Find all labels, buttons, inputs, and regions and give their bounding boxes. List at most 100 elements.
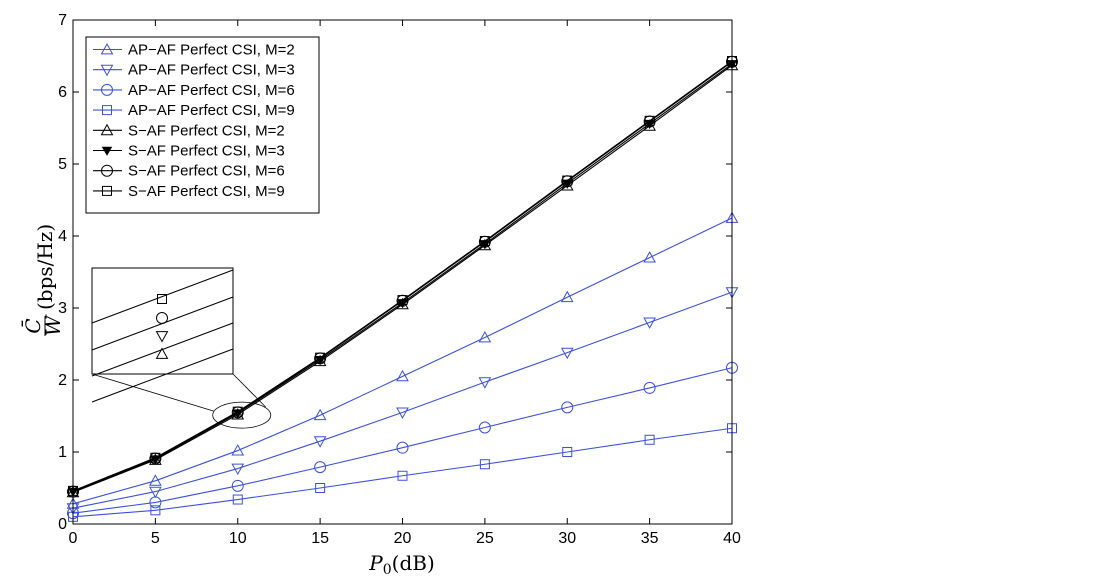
x-tick-label: 0: [69, 530, 78, 547]
legend-entry: S−AF Perfect CSI, M=3: [93, 143, 285, 160]
x-axis-label-main: P: [368, 551, 383, 575]
x-tick-label: 40: [723, 530, 741, 547]
y-tick-label: 4: [58, 228, 67, 245]
data-point: [478, 377, 492, 389]
data-point: [397, 470, 408, 481]
legend-label: S−AF Perfect CSI, M=6: [128, 163, 285, 180]
data-point: [150, 505, 161, 516]
series-line: [72, 291, 733, 509]
data-point: [643, 381, 656, 394]
legend-label: S−AF Perfect CSI, M=2: [128, 122, 285, 139]
legend-entry: S−AF Perfect CSI, M=9: [93, 183, 285, 200]
y-tick-label: 2: [58, 372, 67, 389]
data-point: [479, 459, 490, 470]
x-axis-label: P0(dB): [368, 551, 435, 578]
data-point: [232, 406, 243, 417]
legend-label: AP−AF Perfect CSI, M=9: [128, 102, 295, 119]
y-tick-label: 3: [58, 300, 67, 317]
x-axis-label-unit: (dB): [392, 551, 435, 575]
data-point: [396, 369, 409, 382]
zoom-ellipse: [212, 401, 272, 429]
y-tick-label: 7: [58, 12, 67, 29]
data-point: [149, 474, 162, 486]
zoom-inset: [91, 267, 234, 403]
legend-entry: S−AF Perfect CSI, M=6: [93, 163, 285, 180]
data-point: [396, 297, 409, 310]
x-tick-label: 30: [558, 530, 576, 547]
data-point: [150, 452, 161, 463]
data-point: [479, 236, 490, 247]
legend-marker: [100, 123, 114, 136]
legend-label: AP−AF Perfect CSI, M=2: [128, 42, 295, 59]
series-line: [72, 367, 733, 514]
data-point: [560, 347, 574, 360]
inset-frame: [91, 267, 234, 375]
data-point: [149, 496, 162, 509]
data-point: [232, 494, 243, 505]
legend-marker: [100, 64, 114, 77]
data-point: [313, 436, 327, 448]
data-point: [643, 251, 656, 263]
legend-entry: AP−AF Perfect CSI, M=3: [93, 62, 295, 79]
inset-marker: [155, 347, 169, 359]
series-4: [68, 423, 737, 522]
data-point: [560, 290, 574, 303]
legend-entry: AP−AF Perfect CSI, M=6: [93, 82, 295, 99]
x-tick-label: 10: [229, 530, 247, 547]
data-point: [562, 175, 573, 186]
legend-label: AP−AF Perfect CSI, M=6: [128, 82, 295, 99]
legend-label: AP−AF Perfect CSI, M=3: [128, 62, 295, 79]
legend-marker: [100, 42, 114, 55]
data-point: [561, 401, 574, 414]
zoom-connector: [232, 373, 267, 408]
inset-line: [91, 348, 234, 403]
legend-marker: [102, 185, 112, 196]
y-tick-label: 0: [58, 516, 67, 533]
legend-entry: AP−AF Perfect CSI, M=2: [93, 42, 295, 59]
inset-marker: [155, 331, 169, 343]
y-tick-label: 5: [58, 156, 67, 173]
data-point: [478, 421, 491, 434]
data-point: [314, 461, 327, 474]
legend-label: S−AF Perfect CSI, M=3: [128, 143, 285, 160]
axes: 0 5 10 15 20 25 30 35 40 0 1 2 3 4 5 6 7: [58, 12, 741, 547]
zoom-callout: [91, 373, 272, 429]
y-tick-label: 6: [58, 84, 67, 101]
zoom-connector: [91, 373, 214, 412]
data-point: [231, 463, 245, 476]
data-point: [396, 407, 409, 419]
data-point: [478, 238, 492, 251]
data-point: [315, 483, 326, 493]
data-point: [644, 115, 655, 126]
y-tick-label: 1: [58, 444, 67, 461]
legend-entry: AP−AF Perfect CSI, M=9: [93, 102, 295, 119]
x-tick-label: 20: [394, 530, 412, 547]
series-line: [72, 60, 733, 492]
data-point: [643, 317, 656, 329]
inset-marker: [156, 312, 168, 324]
legend: AP−AF Perfect CSI, M=2 AP−AF Perfect CSI,…: [85, 36, 320, 214]
legend-marker: [102, 105, 112, 116]
legend-label: S−AF Perfect CSI, M=9: [128, 183, 285, 200]
x-tick-label: 25: [476, 530, 494, 547]
y-axis-label: C̄ W (bps/Hz): [20, 224, 65, 336]
series-line: [72, 427, 733, 518]
series-line: [72, 217, 733, 505]
x-tick-label: 35: [641, 530, 659, 547]
inset-marker: [157, 294, 167, 304]
data-point: [231, 479, 244, 492]
legend-marker: [101, 164, 113, 177]
data-point: [562, 447, 573, 457]
y-axis-label-numerator: C̄: [20, 318, 45, 333]
data-point: [644, 434, 655, 445]
y-axis-label-unit: (bps/Hz): [33, 224, 57, 310]
data-point: [231, 444, 245, 456]
data-point: [315, 352, 326, 363]
data-point: [397, 295, 408, 306]
inset-line: [91, 269, 234, 324]
series-3: [67, 361, 738, 520]
x-axis-label-sub: 0: [383, 562, 392, 578]
x-tick-label: 15: [311, 530, 329, 547]
data-point: [313, 408, 327, 421]
